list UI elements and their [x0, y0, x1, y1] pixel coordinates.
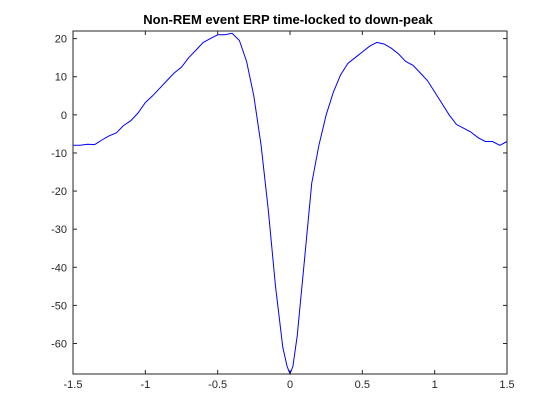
plot-frame	[72, 30, 508, 375]
y-axis-ticks: 20 10 0 -10 -20 -30 -40 -50 -60	[51, 34, 507, 351]
x-axis-ticks: -1.5 -1 -0.5 0 0.5 1 1.5	[64, 31, 515, 391]
y-tick-label: 0	[61, 110, 67, 122]
y-tick-label: 10	[55, 72, 67, 84]
chart-title: Non-REM event ERP time-locked to down-pe…	[143, 12, 433, 27]
x-tick-label: 0.5	[355, 379, 370, 391]
x-tick-label: 0	[287, 379, 293, 391]
y-tick-label: -60	[51, 339, 67, 351]
series-line	[73, 32, 508, 376]
y-tick-label: -40	[51, 262, 67, 274]
y-tick-label: -10	[51, 148, 67, 160]
y-tick-label: -20	[51, 186, 67, 198]
x-tick-label: -0.5	[208, 379, 227, 391]
y-tick-label: -50	[51, 300, 67, 312]
x-tick-label: 1.5	[499, 379, 514, 391]
x-tick-label: 1	[432, 379, 438, 391]
y-tick-label: -30	[51, 224, 67, 236]
y-tick-label: 20	[55, 34, 67, 46]
x-tick-label: -1	[140, 379, 150, 391]
plot-area	[73, 32, 508, 376]
x-tick-label: -1.5	[64, 379, 83, 391]
